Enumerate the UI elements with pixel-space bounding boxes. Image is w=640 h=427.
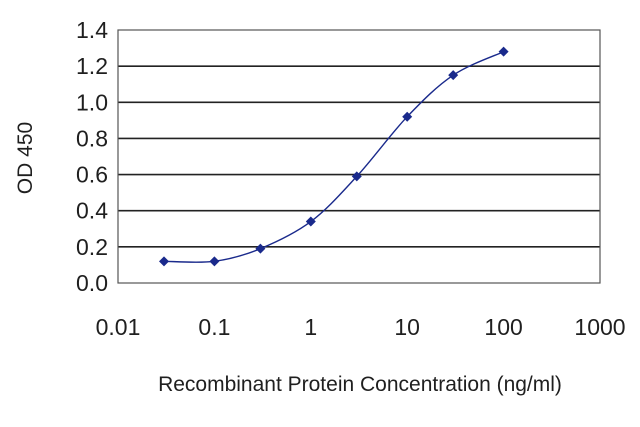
x-axis-tick-labels: 0.01 0.1 1 10 100 1000 [96,314,626,340]
y-axis-label: OD 450 [14,122,37,194]
y-tick-label: 0.6 [76,162,108,188]
y-tick-label: 1.4 [76,17,108,43]
data-point [255,243,266,254]
data-point [402,111,413,122]
x-tick-label: 10 [394,314,420,340]
data-point [209,256,220,267]
x-tick-label: 100 [484,314,522,340]
y-tick-label: 1.2 [76,53,108,79]
grid-lines [118,65,600,248]
y-tick-label: 0.8 [76,125,108,151]
plot-area-frame [117,29,601,284]
y-tick-label: 0.2 [76,234,108,260]
x-tick-label: 1000 [574,314,625,340]
series-line [163,51,504,263]
data-point [351,171,362,182]
y-tick-label: 0.4 [76,198,108,224]
x-axis-label: Recombinant Protein Concentration (ng/ml… [158,373,562,396]
x-tick-label: 0.01 [96,314,141,340]
data-point [498,46,509,57]
data-point [448,70,459,81]
y-tick-label: 1.0 [76,89,108,115]
data-point [158,256,169,267]
data-point [305,216,316,227]
data-points [158,46,509,267]
x-tick-label: 0.1 [198,314,230,340]
y-axis-tick-labels: 0.0 0.2 0.4 0.6 0.8 1.0 1.2 1.4 [76,17,108,296]
y-tick-label: 0.0 [76,270,108,296]
x-tick-label: 1 [304,314,317,340]
